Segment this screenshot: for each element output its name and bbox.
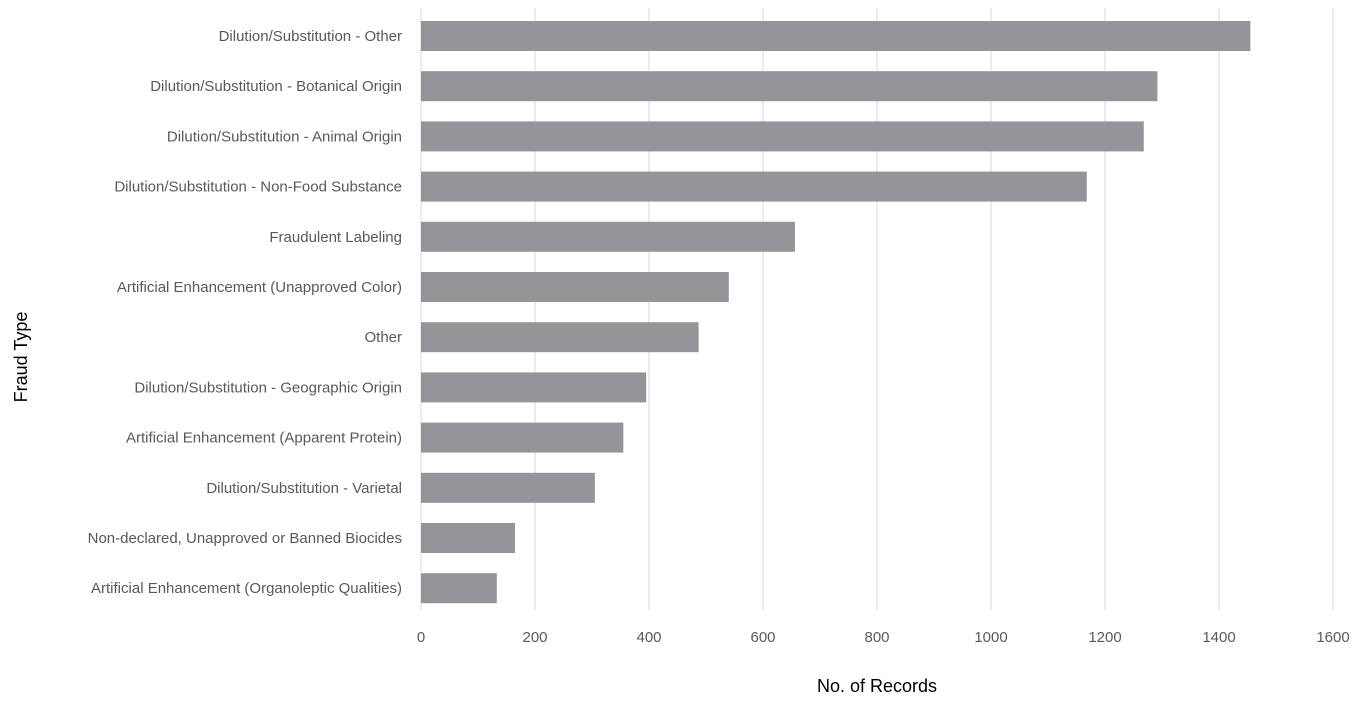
bar[interactable] bbox=[421, 71, 1158, 102]
x-tick-label: 800 bbox=[864, 629, 889, 646]
bar[interactable] bbox=[421, 372, 647, 403]
category-label: Dilution/Substitution - Varietal bbox=[206, 480, 402, 497]
gridlines bbox=[420, 8, 1334, 610]
category-label: Dilution/Substitution - Other bbox=[219, 28, 402, 45]
y-axis-title: Fraud Type bbox=[11, 312, 31, 403]
bar[interactable] bbox=[421, 422, 624, 453]
x-tick-label: 1400 bbox=[1202, 629, 1235, 646]
x-tick-label: 1000 bbox=[974, 629, 1007, 646]
category-label: Dilution/Substitution - Non-Food Substan… bbox=[114, 179, 402, 196]
category-label: Dilution/Substitution - Animal Origin bbox=[167, 128, 402, 145]
x-tick-label: 400 bbox=[636, 629, 661, 646]
x-tick-label: 1600 bbox=[1316, 629, 1349, 646]
bar[interactable] bbox=[421, 171, 1087, 202]
x-tick-label: 200 bbox=[522, 629, 547, 646]
category-label: Dilution/Substitution - Botanical Origin bbox=[150, 78, 402, 95]
bar[interactable] bbox=[421, 272, 729, 302]
bar[interactable] bbox=[421, 21, 1251, 51]
bar[interactable] bbox=[421, 573, 497, 604]
bar[interactable] bbox=[421, 121, 1144, 152]
bar[interactable] bbox=[421, 221, 795, 252]
category-label: Other bbox=[364, 329, 402, 346]
category-label: Artificial Enhancement (Apparent Protein… bbox=[126, 430, 402, 447]
category-labels: Dilution/Substitution - Other Dilution/Su… bbox=[88, 28, 402, 597]
x-tick-label: 0 bbox=[417, 629, 425, 646]
bar[interactable] bbox=[421, 322, 699, 353]
category-label: Artificial Enhancement (Unapproved Color… bbox=[117, 279, 402, 296]
x-tick-label: 600 bbox=[750, 629, 775, 646]
x-tick-labels: 0 200 400 600 800 1000 1200 1400 1600 bbox=[417, 629, 1350, 646]
x-tick-label: 1200 bbox=[1088, 629, 1121, 646]
category-label: Dilution/Substitution - Geographic Origi… bbox=[134, 379, 402, 396]
x-axis-title: No. of Records bbox=[817, 676, 937, 696]
category-label: Non-declared, Unapproved or Banned Bioci… bbox=[88, 530, 402, 547]
bars bbox=[421, 21, 1251, 604]
bar[interactable] bbox=[421, 523, 516, 553]
category-label: Fraudulent Labeling bbox=[269, 229, 402, 246]
bar[interactable] bbox=[421, 472, 595, 503]
category-label: Artificial Enhancement (Organoleptic Qua… bbox=[91, 580, 402, 597]
